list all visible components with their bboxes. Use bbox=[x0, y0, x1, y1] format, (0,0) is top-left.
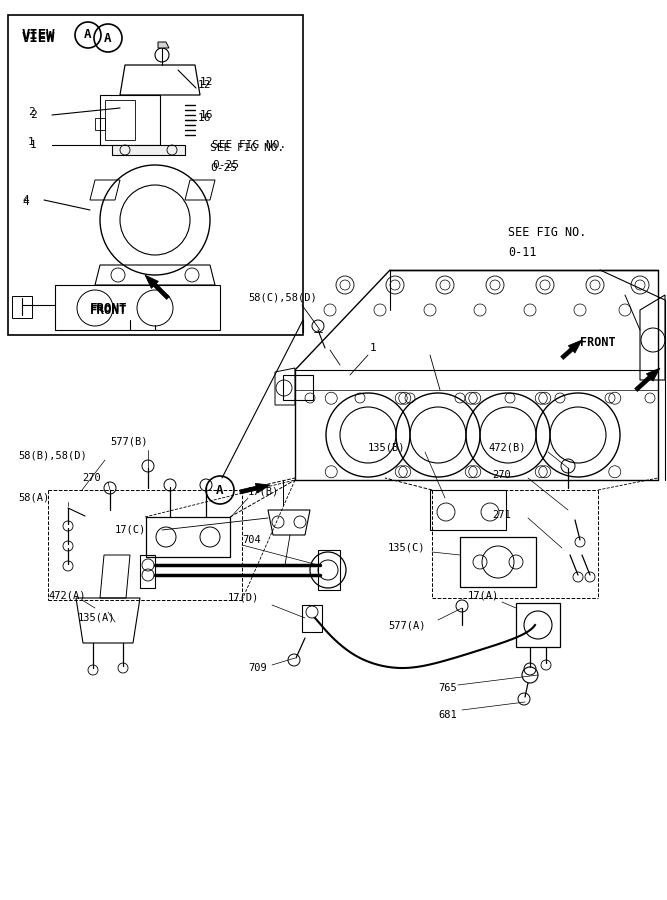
Text: 0-25: 0-25 bbox=[210, 163, 237, 173]
Text: A: A bbox=[104, 32, 112, 44]
Text: A: A bbox=[216, 483, 223, 497]
Text: FRONT: FRONT bbox=[580, 336, 616, 348]
Text: 709: 709 bbox=[248, 663, 267, 673]
Text: SEE FIG NO.: SEE FIG NO. bbox=[508, 226, 586, 239]
Text: 58(B),58(D): 58(B),58(D) bbox=[18, 450, 87, 460]
Polygon shape bbox=[634, 368, 660, 392]
Bar bbox=[95, 118, 105, 130]
Text: VIEW: VIEW bbox=[22, 28, 55, 42]
Text: 270: 270 bbox=[492, 470, 511, 480]
Text: 681: 681 bbox=[438, 710, 457, 720]
Text: 17(C): 17(C) bbox=[115, 525, 146, 535]
Text: 135(A): 135(A) bbox=[78, 613, 115, 623]
Text: 2: 2 bbox=[28, 107, 35, 117]
Bar bbox=[8, 15, 303, 335]
Text: FRONT: FRONT bbox=[90, 302, 127, 314]
Text: 58(A): 58(A) bbox=[18, 493, 49, 503]
Text: 17(B): 17(B) bbox=[248, 487, 279, 497]
Text: 58(C),58(D): 58(C),58(D) bbox=[248, 293, 317, 303]
Text: 472(A): 472(A) bbox=[48, 590, 85, 600]
Text: SEE FIG NO.: SEE FIG NO. bbox=[210, 143, 284, 153]
Text: SEE FIG NO.: SEE FIG NO. bbox=[212, 140, 286, 150]
Text: 16: 16 bbox=[198, 113, 211, 123]
Text: 17(D): 17(D) bbox=[228, 593, 259, 603]
Text: 16: 16 bbox=[200, 110, 213, 120]
Text: 4: 4 bbox=[22, 197, 29, 207]
Polygon shape bbox=[112, 145, 185, 155]
Polygon shape bbox=[561, 340, 582, 359]
Text: VIEW: VIEW bbox=[22, 31, 55, 45]
Text: 2: 2 bbox=[30, 110, 37, 120]
Text: 577(A): 577(A) bbox=[388, 620, 426, 630]
Text: FRONT: FRONT bbox=[90, 303, 127, 317]
Text: 270: 270 bbox=[82, 473, 101, 483]
Text: 472(B): 472(B) bbox=[488, 443, 526, 453]
Text: 12: 12 bbox=[200, 77, 213, 87]
Text: 135(C): 135(C) bbox=[388, 543, 426, 553]
Text: 1: 1 bbox=[28, 137, 35, 147]
Bar bbox=[100, 95, 160, 145]
Text: 1: 1 bbox=[30, 140, 37, 150]
Polygon shape bbox=[145, 275, 169, 300]
Bar bbox=[105, 100, 135, 140]
Text: 0-25: 0-25 bbox=[212, 160, 239, 170]
Text: 135(B): 135(B) bbox=[368, 443, 406, 453]
Bar bbox=[460, 537, 536, 587]
Polygon shape bbox=[158, 42, 169, 48]
Text: 4: 4 bbox=[22, 195, 29, 205]
Text: 1: 1 bbox=[370, 343, 377, 353]
Text: 704: 704 bbox=[242, 535, 261, 545]
Bar bbox=[12, 296, 32, 318]
Bar bbox=[283, 375, 313, 400]
Text: 12: 12 bbox=[198, 80, 211, 90]
Text: 17(A): 17(A) bbox=[468, 590, 500, 600]
Text: 271: 271 bbox=[492, 510, 511, 520]
Text: 765: 765 bbox=[438, 683, 457, 693]
Text: 0-11: 0-11 bbox=[508, 246, 536, 258]
Polygon shape bbox=[239, 483, 270, 494]
Bar bbox=[516, 603, 560, 647]
Text: 577(B): 577(B) bbox=[110, 437, 147, 447]
Text: A: A bbox=[84, 29, 92, 41]
